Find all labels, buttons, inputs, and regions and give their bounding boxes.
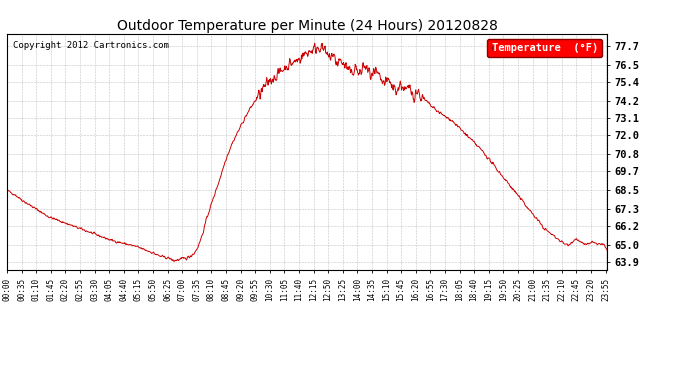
Text: Copyright 2012 Cartronics.com: Copyright 2012 Cartronics.com — [13, 41, 169, 50]
Legend: Temperature  (°F): Temperature (°F) — [487, 39, 602, 57]
Title: Outdoor Temperature per Minute (24 Hours) 20120828: Outdoor Temperature per Minute (24 Hours… — [117, 19, 497, 33]
